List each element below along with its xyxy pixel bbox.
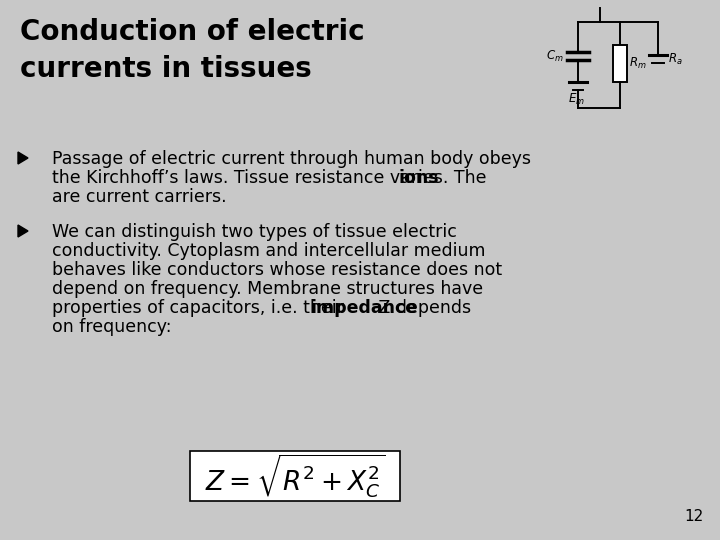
Text: behaves like conductors whose resistance does not: behaves like conductors whose resistance… — [52, 261, 502, 279]
Text: conductivity. Cytoplasm and intercellular medium: conductivity. Cytoplasm and intercellula… — [52, 242, 485, 260]
Bar — [613, 45, 627, 82]
Text: We can distinguish two types of tissue electric: We can distinguish two types of tissue e… — [52, 223, 457, 241]
Text: $Z = \sqrt{R^2 + X_C^2}$: $Z = \sqrt{R^2 + X_C^2}$ — [205, 452, 385, 500]
Text: currents in tissues: currents in tissues — [20, 55, 312, 83]
Text: depend on frequency. Membrane structures have: depend on frequency. Membrane structures… — [52, 280, 483, 298]
Text: Conduction of electric: Conduction of electric — [20, 18, 364, 46]
Text: 12: 12 — [685, 509, 704, 524]
Text: are current carriers.: are current carriers. — [52, 188, 227, 206]
Text: $C_m$: $C_m$ — [546, 49, 564, 64]
Text: properties of capacitors, i.e. their: properties of capacitors, i.e. their — [52, 299, 349, 317]
Text: Passage of electric current through human body obeys: Passage of electric current through huma… — [52, 150, 531, 168]
FancyBboxPatch shape — [190, 451, 400, 501]
Text: ions: ions — [398, 169, 438, 187]
Text: on frequency:: on frequency: — [52, 318, 171, 336]
Text: the Kirchhoff’s laws. Tissue resistance varies. The: the Kirchhoff’s laws. Tissue resistance … — [52, 169, 492, 187]
Text: Z depends: Z depends — [373, 299, 471, 317]
Text: $R_m$: $R_m$ — [629, 56, 647, 71]
Text: $E_m$: $E_m$ — [567, 92, 585, 107]
Polygon shape — [18, 152, 28, 164]
Text: impedance: impedance — [310, 299, 417, 317]
Polygon shape — [18, 225, 28, 237]
Text: $R_a$: $R_a$ — [668, 51, 683, 66]
